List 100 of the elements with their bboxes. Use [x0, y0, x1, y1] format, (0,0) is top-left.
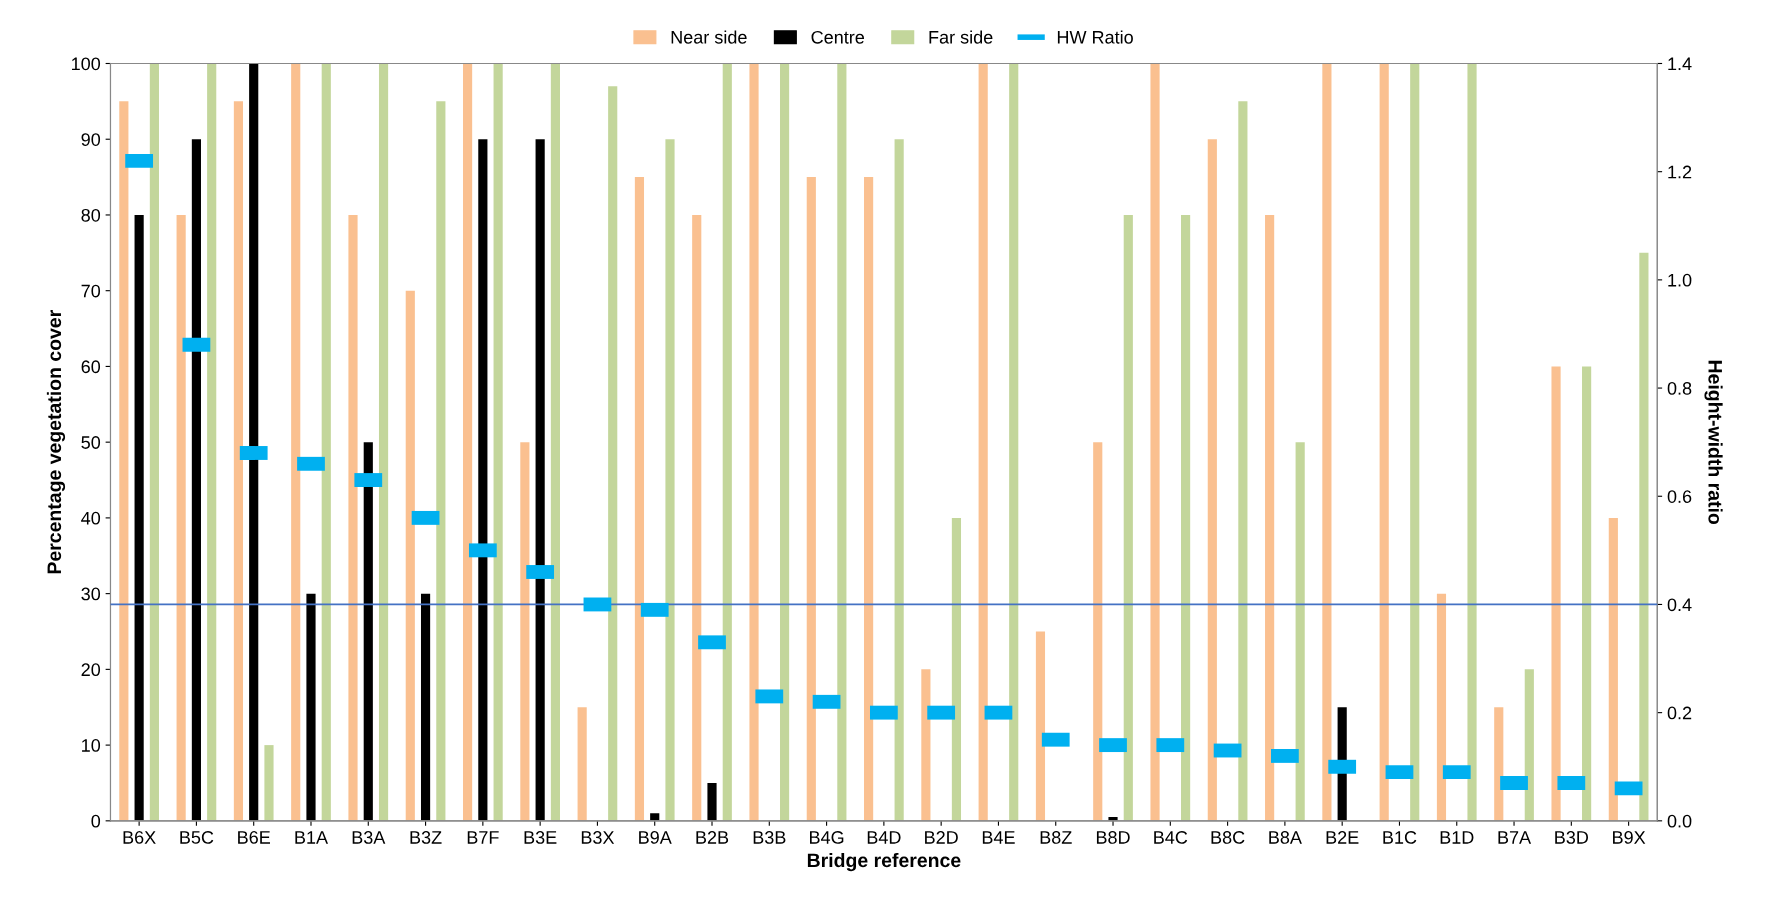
x-tick-label: B1C — [1383, 831, 1417, 844]
bar — [1123, 214, 1133, 821]
bar — [1582, 366, 1592, 821]
x-tick-label: B3E — [524, 831, 557, 844]
x-tick-label: B8Z — [1040, 831, 1072, 844]
x-tick-label: B2E — [1326, 831, 1359, 844]
bar — [436, 101, 446, 821]
bar — [378, 63, 389, 821]
bar — [149, 63, 159, 821]
bar — [1150, 63, 1160, 821]
bar — [291, 63, 301, 821]
bar — [176, 214, 186, 821]
legend-label: Far side — [929, 30, 993, 44]
y-tick-label: 60 — [81, 360, 101, 374]
bar — [463, 63, 473, 821]
x-tick-label: B4E — [982, 831, 1015, 844]
y2-tick-label: 0.2 — [1667, 706, 1692, 720]
bar — [1639, 252, 1649, 821]
bar — [837, 63, 847, 821]
legend-label: Centre — [811, 30, 865, 44]
x-tick-label: B6E — [238, 831, 270, 844]
bar — [405, 290, 415, 821]
bar — [207, 63, 217, 821]
x-tick-label: B8C — [1211, 831, 1245, 844]
y-tick-label: 80 — [81, 208, 101, 222]
bar — [1524, 669, 1534, 821]
y-tick-label: 30 — [81, 587, 101, 601]
bar — [1608, 517, 1618, 821]
x-tick-label: B2D — [925, 831, 958, 844]
bar — [1295, 442, 1305, 821]
bar — [1035, 631, 1046, 821]
bar — [493, 63, 503, 821]
x-tick-label: B3D — [1555, 831, 1589, 844]
y-tick-label: 20 — [81, 663, 101, 677]
x-tick-label: B9A — [639, 831, 672, 844]
y2-tick-label: 1.0 — [1668, 273, 1692, 287]
bar — [1238, 101, 1248, 821]
bar — [1322, 63, 1332, 821]
x-tick-label: B3X — [581, 831, 615, 844]
y2-tick-label: 0.6 — [1667, 490, 1692, 503]
y-tick-label: 90 — [81, 133, 101, 146]
legend-label: Near side — [671, 30, 747, 44]
legend-label: HW Ratio — [1057, 30, 1133, 44]
bar — [1494, 707, 1504, 821]
bar — [951, 517, 962, 821]
bar — [1207, 139, 1217, 821]
bar — [348, 214, 358, 821]
x-tick-label: B8D — [1096, 831, 1130, 844]
bar — [864, 177, 874, 821]
y2-tick-label: 0.4 — [1667, 598, 1692, 612]
y2-tick-label: 1.2 — [1668, 165, 1692, 179]
bar — [1467, 63, 1477, 821]
y2-tick-label: 1.4 — [1668, 57, 1692, 71]
x-tick-label: B9X — [1613, 831, 1646, 844]
bar — [1181, 214, 1191, 821]
y-tick-label: 40 — [81, 511, 101, 525]
y2-tick-label: 0.8 — [1667, 382, 1692, 395]
x-tick-label: B1A — [295, 831, 329, 844]
x-tick-label: B6X — [123, 831, 156, 844]
bar — [1265, 214, 1275, 821]
bar — [233, 101, 244, 821]
x-tick-label: B8A — [1269, 831, 1302, 844]
x-tick-label: B3A — [352, 831, 386, 844]
bar — [1093, 442, 1103, 821]
x-tick-label: B7F — [467, 831, 499, 844]
bar — [1379, 63, 1389, 821]
bar — [550, 63, 560, 821]
x-tick-label: B3Z — [410, 831, 442, 844]
bar — [1551, 366, 1561, 821]
y-tick-label: 0 — [91, 814, 101, 828]
y2-tick-label: 0.0 — [1667, 814, 1692, 828]
bar — [894, 139, 904, 821]
bar — [665, 139, 675, 821]
x-tick-label: B4C — [1154, 831, 1188, 844]
y-axis-title: Percentage vegetation cover — [46, 310, 66, 574]
x-tick-label: B5C — [180, 831, 214, 844]
bar — [749, 63, 759, 821]
y-tick-label: 70 — [81, 284, 101, 298]
x-tick-label: B4D — [867, 831, 901, 844]
bar — [722, 63, 732, 821]
x-tick-label: B4G — [810, 831, 844, 844]
bar — [321, 63, 331, 821]
y-tick-label: 100 — [72, 57, 101, 71]
bar — [608, 86, 618, 821]
bar — [921, 669, 931, 821]
y2-axis-title: Height-width ratio — [1704, 360, 1723, 525]
x-tick-label: B1D — [1440, 831, 1474, 844]
x-tick-label: B7A — [1498, 831, 1532, 844]
bar — [692, 214, 702, 821]
bar — [1009, 63, 1019, 821]
x-tick-label: B3B — [753, 831, 786, 844]
bar — [577, 707, 587, 821]
bar — [119, 101, 129, 821]
bar — [779, 63, 790, 821]
y-tick-label: 10 — [82, 739, 101, 752]
y-tick-label: 50 — [81, 436, 101, 449]
bar — [1436, 593, 1447, 821]
bar — [978, 63, 988, 821]
bar — [264, 745, 274, 821]
x-axis-title: Bridge reference — [807, 852, 961, 872]
